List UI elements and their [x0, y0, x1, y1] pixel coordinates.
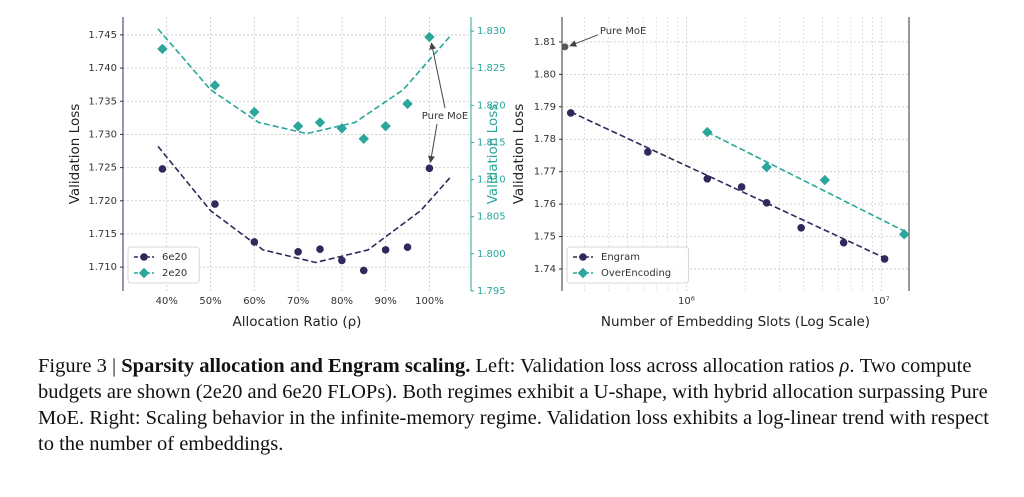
- x-tick-label: 70%: [287, 296, 309, 307]
- caption-title: Sparsity allocation and Engram scaling.: [121, 355, 471, 377]
- data-point: [316, 245, 324, 254]
- legend-label: Engram: [601, 252, 640, 263]
- legend-marker: [579, 253, 587, 261]
- data-point: [294, 248, 302, 256]
- data-point: [338, 256, 346, 265]
- x-tick-label: 10⁶: [678, 296, 695, 307]
- annotation-arrow: [569, 34, 599, 47]
- x-tick-label: 40%: [156, 296, 178, 307]
- annotation-arrow: [429, 42, 446, 109]
- data-point: [380, 120, 391, 132]
- legend: 6e20 2e20: [127, 246, 200, 284]
- y-tick-label: 1.740: [88, 63, 117, 74]
- x-axis-label: Allocation Ratio (ρ): [233, 314, 362, 330]
- y-tick-label: 1.715: [88, 229, 117, 240]
- y-tick-label: 1.720: [88, 196, 117, 207]
- y2-tick-label: 1.810: [477, 175, 506, 186]
- data-point: [762, 199, 771, 207]
- y-tick-label: 1.76: [534, 199, 556, 210]
- x-tick-label: 100%: [415, 296, 444, 307]
- y-axis-label: Validation Loss: [67, 104, 83, 205]
- y-tick-label: 1.710: [88, 262, 117, 273]
- caption-text: . Two compute budgets are shown (2e20 an…: [38, 355, 989, 455]
- y2-tick-label: 1.820: [477, 100, 506, 111]
- data-point: [839, 238, 848, 247]
- y-tick-label: 1.730: [88, 129, 117, 140]
- caption-text: Left: Validation loss across allocation …: [475, 355, 835, 377]
- data-point: [880, 255, 889, 263]
- y2-tick-label: 1.795: [477, 286, 506, 297]
- y-tick-label: 1.81: [534, 37, 556, 48]
- y2-tick-label: 1.800: [477, 249, 506, 260]
- annotation-arrow: [428, 123, 438, 163]
- figure: 1.7101.7151.7201.7251.7301.7351.7401.745…: [67, 17, 910, 330]
- data-point: [249, 106, 260, 118]
- x-tick-label: 10⁷: [873, 296, 890, 307]
- data-point: [359, 266, 368, 275]
- x-tick-label: 80%: [331, 296, 353, 307]
- data-point: [644, 148, 652, 156]
- y2-tick-label: 1.805: [477, 212, 506, 223]
- data-point: [424, 31, 435, 43]
- fit-line: [157, 28, 452, 135]
- data-point: [336, 123, 348, 134]
- data-point: [314, 117, 326, 128]
- x-tick-label: 50%: [199, 296, 221, 307]
- data-point: [157, 43, 168, 55]
- data-point: [819, 174, 831, 186]
- y-tick-label: 1.80: [534, 69, 556, 80]
- x-tick-label: 90%: [375, 296, 397, 307]
- legend-marker: [138, 267, 150, 279]
- y-tick-label: 1.79: [534, 102, 556, 113]
- caption-symbol: ρ: [839, 355, 850, 377]
- data-point: [209, 80, 221, 91]
- annotation: Pure MoE: [600, 26, 646, 37]
- data-point: [211, 200, 219, 208]
- data-point: [158, 165, 167, 173]
- fit-line: [570, 111, 885, 259]
- data-point: [761, 161, 772, 173]
- legend-box: [566, 246, 689, 284]
- data-point: [566, 109, 575, 117]
- y2-tick-label: 1.830: [477, 26, 506, 37]
- legend-marker: [577, 267, 589, 279]
- data-point: [403, 243, 412, 252]
- data-point: [702, 126, 713, 138]
- y-tick-label: 1.78: [534, 134, 556, 145]
- fit-line: [706, 131, 905, 232]
- data-point: [898, 229, 910, 240]
- legend-label: 6e20: [162, 252, 187, 263]
- y-axis-label: Validation Loss: [511, 104, 527, 205]
- x-tick-label: 60%: [243, 296, 265, 307]
- reference-point: [561, 43, 569, 51]
- data-point: [250, 238, 259, 246]
- caption: Figure 3 | Sparsity allocation and Engra…: [38, 353, 996, 457]
- x-axis-label: Number of Embedding Slots (Log Scale): [601, 314, 870, 330]
- fit-line: [157, 145, 452, 264]
- y-tick-label: 1.735: [88, 96, 117, 107]
- legend-marker: [140, 253, 148, 261]
- y2-axis-label: Validation Loss: [485, 104, 501, 205]
- data-point: [797, 223, 805, 232]
- data-point: [381, 246, 390, 254]
- caption-label: Figure 3 |: [38, 355, 117, 377]
- y-tick-label: 1.75: [534, 232, 556, 243]
- legend: Engram OverEncoding: [566, 246, 689, 284]
- y-tick-label: 1.725: [88, 163, 117, 174]
- data-point: [358, 133, 369, 144]
- y2-tick-label: 1.825: [477, 63, 506, 74]
- data-point: [402, 98, 413, 110]
- data-point: [703, 175, 712, 183]
- y-tick-label: 1.77: [534, 167, 556, 178]
- data-point: [737, 183, 746, 191]
- y2-tick-label: 1.815: [477, 137, 506, 148]
- data-point: [292, 120, 304, 132]
- annotation: Pure MoE: [422, 111, 468, 122]
- y-tick-label: 1.74: [534, 264, 556, 275]
- legend-label: 2e20: [162, 268, 187, 279]
- y-tick-label: 1.745: [88, 30, 117, 41]
- legend-label: OverEncoding: [601, 268, 671, 279]
- data-point: [425, 164, 434, 173]
